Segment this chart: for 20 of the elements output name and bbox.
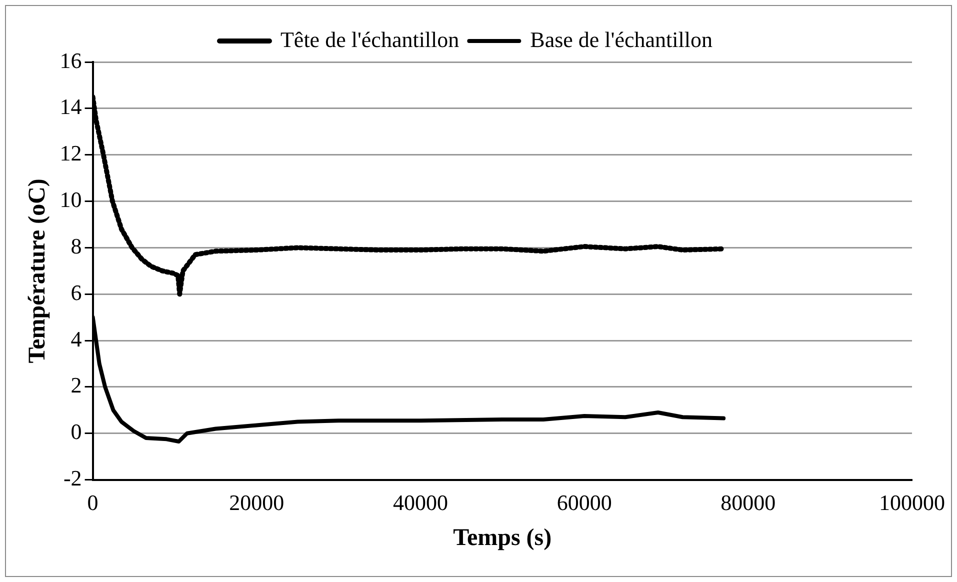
- y-tick-label: 16: [60, 48, 82, 73]
- x-tick-label: 0: [87, 490, 98, 515]
- y-tick-label: 0: [70, 419, 82, 444]
- legend-label: Base de l'échantillon: [530, 26, 713, 52]
- y-axis-title: Température (oC): [24, 178, 51, 364]
- x-tick-label: 20000: [229, 490, 284, 515]
- y-tick-label: 8: [70, 233, 82, 258]
- x-tick-label: 40000: [392, 490, 448, 515]
- y-tick-label: 4: [70, 326, 82, 352]
- legend-label: Tête de l'échantillon: [280, 26, 460, 52]
- y-tick-label: -2: [63, 466, 82, 491]
- x-tick-label: 100000: [879, 490, 945, 515]
- y-tick-label: 2: [70, 372, 82, 398]
- x-tick-label: 80000: [720, 490, 776, 515]
- x-axis-title: Temps (s): [453, 524, 552, 551]
- x-tick-label: 60000: [556, 490, 612, 515]
- y-tick-label: 10: [60, 187, 82, 212]
- y-tick-label: 6: [70, 280, 82, 305]
- y-tick-label: 12: [60, 140, 82, 166]
- y-tick-label: 14: [60, 94, 82, 120]
